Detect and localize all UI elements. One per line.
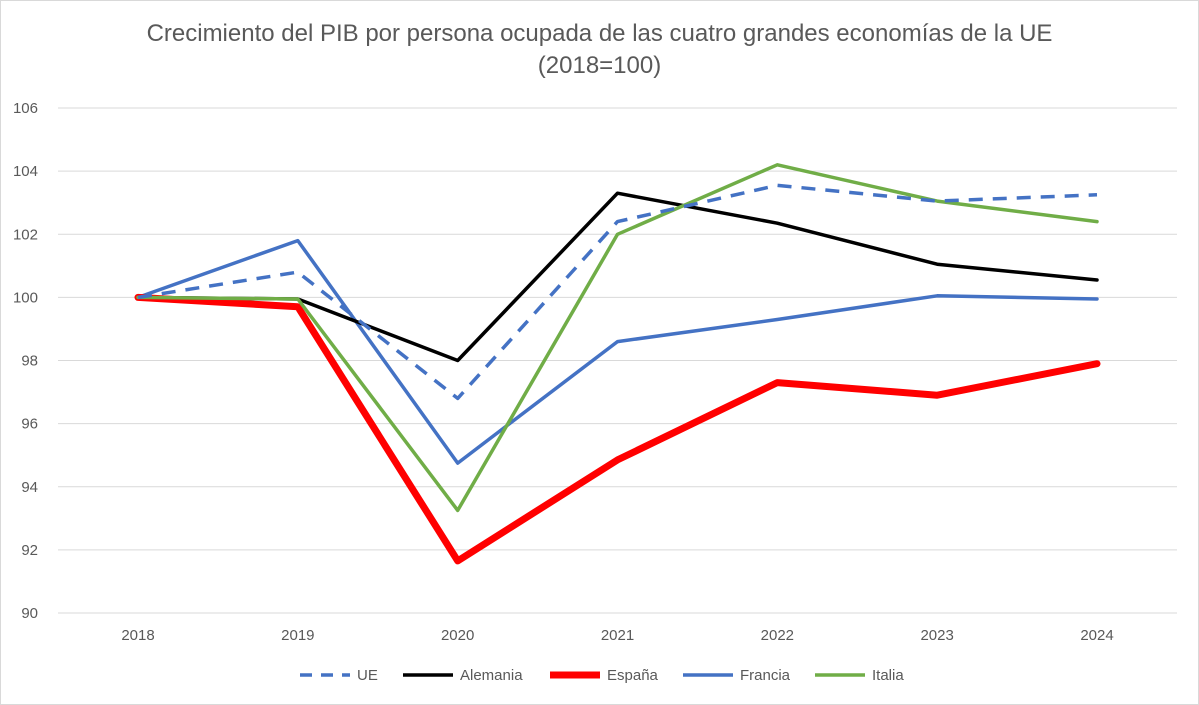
legend-item-alemania: Alemania xyxy=(403,667,523,684)
y-tick-label: 90 xyxy=(21,605,38,622)
y-tick-label: 98 xyxy=(21,353,38,370)
x-tick-label: 2019 xyxy=(281,627,314,644)
legend: UE Alemania España Francia Italia xyxy=(300,667,904,684)
y-tick-label: 96 xyxy=(21,416,38,433)
legend-item-ue: UE xyxy=(300,667,378,684)
legend-item-españa: España xyxy=(550,667,659,684)
y-tick-label: 92 xyxy=(21,542,38,559)
series-line-españa xyxy=(134,293,1101,565)
y-tick-label: 100 xyxy=(13,289,38,306)
legend-label: Italia xyxy=(872,667,904,684)
legend-label: Francia xyxy=(740,667,791,684)
chart-title-line1: Crecimiento del PIB por persona ocupada … xyxy=(146,20,1053,47)
series-line-alemania xyxy=(136,191,1099,363)
chart-title-line2: (2018=100) xyxy=(537,52,662,79)
y-tick-label: 102 xyxy=(13,226,38,243)
series-line-ue xyxy=(137,183,1098,401)
y-axis-ticks: 90 92 94 96 98 100 102 104 106 xyxy=(13,100,38,622)
legend-label: UE xyxy=(357,667,378,684)
x-tick-label: 2024 xyxy=(1080,627,1113,644)
legend-label: España xyxy=(607,667,659,684)
legend-label: Alemania xyxy=(460,667,523,684)
y-tick-label: 104 xyxy=(13,163,38,180)
series-lines xyxy=(134,163,1101,565)
x-tick-label: 2022 xyxy=(761,627,794,644)
series-line-italia xyxy=(136,163,1099,513)
y-tick-label: 94 xyxy=(21,479,38,496)
x-tick-label: 2018 xyxy=(121,627,154,644)
x-axis-ticks: 2018 2019 2020 2021 2022 2023 2024 xyxy=(121,627,1113,644)
legend-item-francia: Francia xyxy=(683,667,791,684)
series-line-francia xyxy=(136,238,1099,465)
x-tick-label: 2021 xyxy=(601,627,634,644)
x-tick-label: 2023 xyxy=(920,627,953,644)
chart-title: Crecimiento del PIB por persona ocupada … xyxy=(0,18,1199,82)
legend-item-italia: Italia xyxy=(815,667,904,684)
gridlines xyxy=(58,107,1177,614)
x-tick-label: 2020 xyxy=(441,627,474,644)
y-tick-label: 106 xyxy=(13,100,38,117)
